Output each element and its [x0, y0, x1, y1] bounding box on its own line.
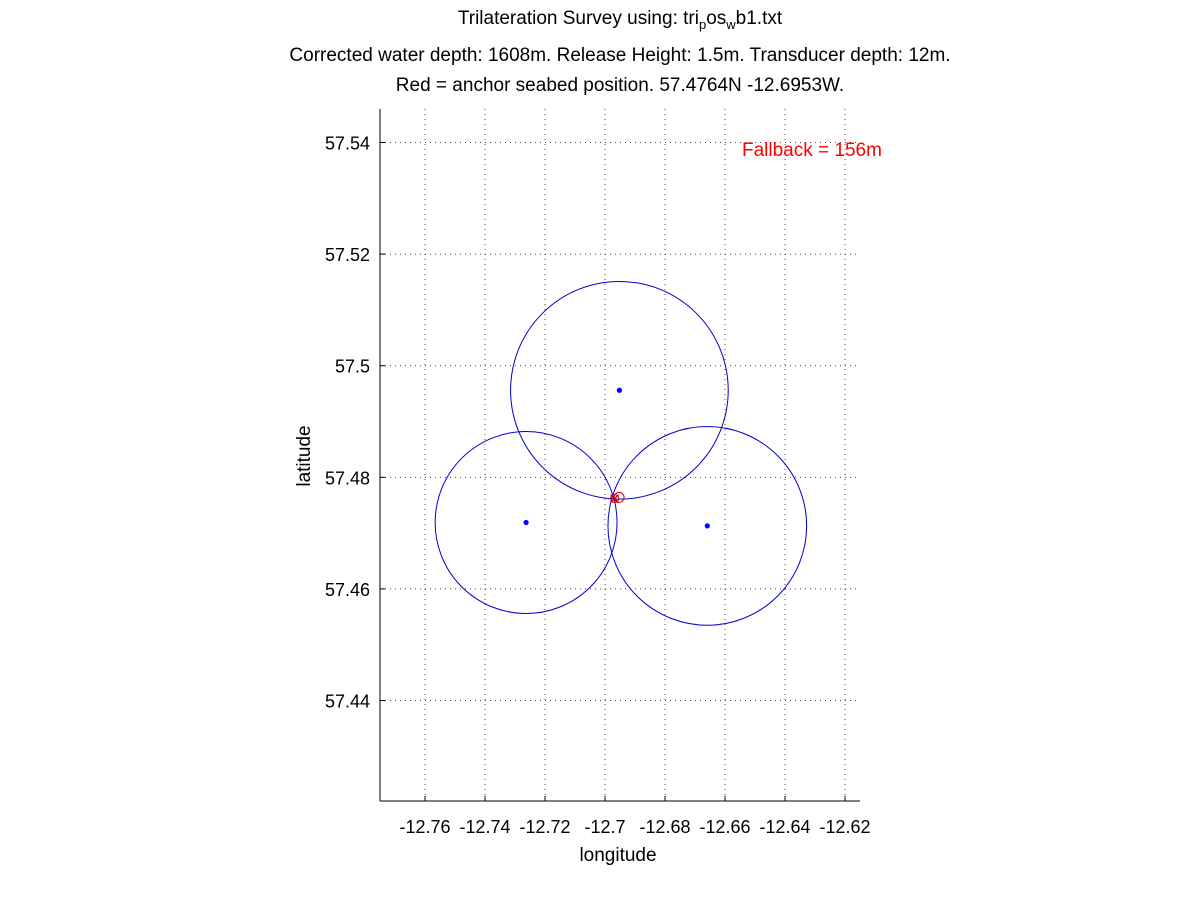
y-axis-label: latitude [294, 425, 315, 486]
title-subscript-w: w [726, 17, 736, 32]
plot-axes [379, 109, 860, 802]
x-axis-label: longitude [579, 845, 656, 866]
y-tick-label: 57.54 [325, 133, 370, 153]
chart-subtitle-depths: Corrected water depth: 1608m. Release He… [289, 45, 951, 66]
range-circle [607, 426, 808, 626]
survey-point [523, 519, 529, 526]
x-tick-label: -12.72 [519, 817, 570, 837]
x-tick-label: -12.62 [819, 817, 870, 837]
x-tick-label: -12.64 [759, 817, 810, 837]
chart-title: Trilateration Survey using: triposwb1.tx… [0, 8, 1200, 32]
axis-ticks: -12.76 -12.74 -12.72 -12.7 -12.68 -12.66 -12.6… [325, 133, 871, 837]
y-tick-label: 57.52 [325, 245, 370, 265]
fallback-annotation: Fallback = 156m [742, 140, 882, 161]
y-tick-label: 57.44 [325, 692, 370, 712]
y-tick-label: 57.5 [335, 357, 370, 377]
title-text-prefix: Trilateration Survey using: tri [457, 8, 699, 29]
anchor-estimate-cross [610, 494, 620, 504]
y-tick-label: 57.46 [325, 580, 370, 600]
x-tick-label: -12.74 [459, 817, 510, 837]
title-text-mid: os [706, 8, 727, 29]
range-circle [510, 280, 729, 500]
cross-ring [610, 494, 620, 504]
title-subscript-p: p [698, 17, 707, 32]
y-tick-label: 57.48 [325, 468, 370, 488]
x-tick-label: -12.68 [639, 817, 690, 837]
x-tick-label: -12.76 [399, 817, 450, 837]
x-tick-label: -12.7 [584, 817, 625, 837]
grid-lines [380, 109, 860, 801]
plot-data [434, 280, 808, 626]
range-circle [434, 431, 618, 614]
chart-subtitle-anchor: Red = anchor seabed position. 57.4764N -… [395, 75, 845, 96]
survey-point [704, 523, 710, 529]
survey-point [616, 387, 623, 393]
x-tick-label: -12.66 [699, 817, 750, 837]
title-text-suffix: b1.txt [735, 8, 783, 29]
